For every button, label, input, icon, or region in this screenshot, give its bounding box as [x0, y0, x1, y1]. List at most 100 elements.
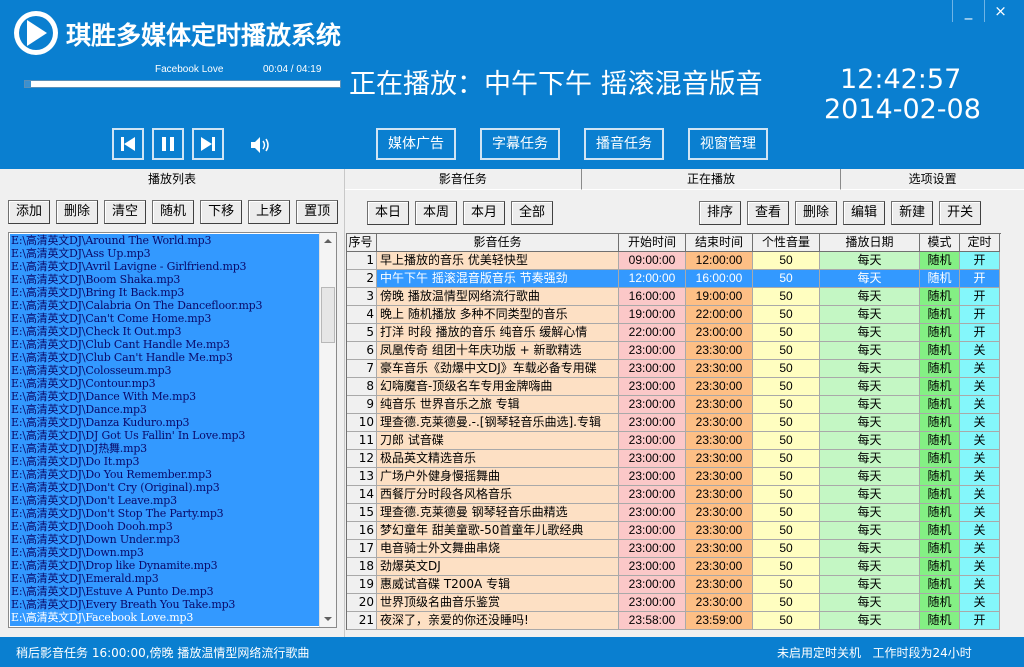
cell-no[interactable]: 6 — [347, 342, 377, 360]
broadcast-tasks-button[interactable]: 播音任务 — [584, 128, 664, 160]
scroll-down-icon[interactable] — [324, 617, 332, 621]
cell-end-time[interactable]: 23:30:00 — [686, 450, 753, 468]
previous-button[interactable] — [112, 128, 144, 160]
cell-no[interactable]: 10 — [347, 414, 377, 432]
cell-mode[interactable]: 随机 — [920, 558, 960, 576]
cell-play-date[interactable]: 每天 — [820, 540, 920, 558]
playlist-item[interactable]: E:\高清英文DJ\Club Cant Handle Me.mp3 — [11, 338, 230, 351]
cell-timer[interactable]: 开 — [960, 252, 1000, 270]
cell-start-time[interactable]: 23:00:00 — [619, 576, 686, 594]
cell-mode[interactable]: 随机 — [920, 450, 960, 468]
cell-play-date[interactable]: 每天 — [820, 558, 920, 576]
cell-no[interactable]: 11 — [347, 432, 377, 450]
cell-timer[interactable]: 关 — [960, 396, 1000, 414]
cell-task[interactable]: 早上播放的音乐 优美轻快型 — [377, 252, 619, 270]
playlist-item[interactable]: E:\高清英文DJ\DJ热舞.mp3 — [11, 442, 147, 455]
playlist-item[interactable]: E:\高清英文DJ\Calabria On The Dancefloor.mp3 — [11, 299, 263, 312]
tab-options[interactable]: 选项设置 — [841, 169, 1024, 190]
cell-timer[interactable]: 关 — [960, 576, 1000, 594]
cell-volume[interactable]: 50 — [753, 522, 820, 540]
next-button[interactable] — [192, 128, 224, 160]
cell-end-time[interactable]: 23:30:00 — [686, 414, 753, 432]
cell-no[interactable]: 7 — [347, 360, 377, 378]
cell-no[interactable]: 3 — [347, 288, 377, 306]
tab-now-playing[interactable]: 正在播放 — [581, 169, 842, 190]
table-row[interactable]: 20 世界顶级名曲音乐鉴赏 23:00:00 23:30:00 50 每天 随机关 — [347, 594, 1001, 612]
table-row[interactable]: 5 打洋 时段 播放的音乐 纯音乐 缓解心情 22:00:00 23:00:00 50 每… — [347, 324, 1001, 342]
cell-no[interactable]: 2 — [347, 270, 377, 288]
playlist-item[interactable]: E:\高清英文DJ\Every Breath You Take.mp3 — [11, 598, 236, 611]
cell-no[interactable]: 12 — [347, 450, 377, 468]
add-button[interactable]: 添加 — [8, 200, 51, 224]
pause-button[interactable] — [152, 128, 184, 160]
cell-end-time[interactable]: 23:30:00 — [686, 396, 753, 414]
cell-timer[interactable]: 关 — [960, 486, 1000, 504]
cell-volume[interactable]: 50 — [753, 414, 820, 432]
cell-no[interactable]: 20 — [347, 594, 377, 612]
table-row[interactable]: 14 西餐厅分时段各风格音乐 23:00:00 23:30:00 50 每天 随机关 — [347, 486, 1001, 504]
cell-start-time[interactable]: 23:00:00 — [619, 540, 686, 558]
col-volume[interactable]: 个性音量 — [753, 234, 820, 252]
col-date[interactable]: 播放日期 — [820, 234, 920, 252]
playlist-item[interactable]: E:\高清英文DJ\Ass Up.mp3 — [11, 247, 151, 260]
cell-volume[interactable]: 50 — [753, 360, 820, 378]
playlist-item[interactable]: E:\高清英文DJ\Club Can't Handle Me.mp3 — [11, 351, 233, 364]
move-down-button[interactable]: 下移 — [200, 200, 243, 224]
cell-end-time[interactable]: 12:00:00 — [686, 252, 753, 270]
table-row[interactable]: 10 理查德.克莱德曼.-.[钢琴轻音乐曲选].专辑 23:00:00 23:30:0… — [347, 414, 1001, 432]
cell-mode[interactable]: 随机 — [920, 396, 960, 414]
cell-task[interactable]: 西餐厅分时段各风格音乐 — [377, 486, 619, 504]
cell-start-time[interactable]: 22:00:00 — [619, 324, 686, 342]
cell-end-time[interactable]: 22:00:00 — [686, 306, 753, 324]
playlist-item[interactable]: E:\高清英文DJ\Do It.mp3 — [11, 455, 140, 468]
move-up-button[interactable]: 上移 — [248, 200, 291, 224]
delete-button[interactable]: 删除 — [56, 200, 99, 224]
cell-play-date[interactable]: 每天 — [820, 378, 920, 396]
playlist-scrollbar[interactable] — [319, 233, 336, 627]
cell-volume[interactable]: 50 — [753, 252, 820, 270]
cell-task[interactable]: 刀郎 试音碟 — [377, 432, 619, 450]
cell-start-time[interactable]: 23:00:00 — [619, 342, 686, 360]
scroll-up-icon[interactable] — [324, 239, 332, 243]
cell-play-date[interactable]: 每天 — [820, 432, 920, 450]
cell-start-time[interactable]: 23:00:00 — [619, 504, 686, 522]
cell-timer[interactable]: 关 — [960, 504, 1000, 522]
cell-play-date[interactable]: 每天 — [820, 522, 920, 540]
cell-start-time[interactable]: 23:00:00 — [619, 432, 686, 450]
cell-play-date[interactable]: 每天 — [820, 306, 920, 324]
minimize-button[interactable]: _ — [952, 0, 984, 22]
cell-mode[interactable]: 随机 — [920, 306, 960, 324]
cell-play-date[interactable]: 每天 — [820, 450, 920, 468]
cell-no[interactable]: 18 — [347, 558, 377, 576]
cell-volume[interactable]: 50 — [753, 540, 820, 558]
table-row[interactable]: 21 夜深了，亲爱的你还没睡吗! 23:58:00 23:59:00 50 每天 随机开 — [347, 612, 1001, 630]
cell-play-date[interactable]: 每天 — [820, 612, 920, 630]
cell-start-time[interactable]: 23:00:00 — [619, 396, 686, 414]
table-row[interactable]: 9 纯音乐 世界音乐之旅 专辑 23:00:00 23:30:00 50 每天 随机关 — [347, 396, 1001, 414]
cell-play-date[interactable]: 每天 — [820, 468, 920, 486]
cell-no[interactable]: 17 — [347, 540, 377, 558]
playlist-item[interactable]: E:\高清英文DJ\Estuve A Punto De.mp3 — [11, 585, 214, 598]
playlist-item[interactable]: E:\高清英文DJ\Dooh Dooh.mp3 — [11, 520, 173, 533]
cell-end-time[interactable]: 23:30:00 — [686, 522, 753, 540]
move-top-button[interactable]: 置顶 — [296, 200, 339, 224]
cell-mode[interactable]: 随机 — [920, 288, 960, 306]
shuffle-button[interactable]: 随机 — [152, 200, 195, 224]
cell-end-time[interactable]: 23:59:00 — [686, 612, 753, 630]
cell-task[interactable]: 理查德.克莱德曼.-.[钢琴轻音乐曲选].专辑 — [377, 414, 619, 432]
cell-volume[interactable]: 50 — [753, 288, 820, 306]
cell-start-time[interactable]: 23:58:00 — [619, 612, 686, 630]
cell-mode[interactable]: 随机 — [920, 414, 960, 432]
cell-task[interactable]: 中午下午 摇滚混音版音乐 节奏强劲 — [377, 270, 619, 288]
playlist-item[interactable]: E:\高清英文DJ\Drop like Dynamite.mp3 — [11, 559, 218, 572]
playlist-item[interactable]: E:\高清英文DJ\Down.mp3 — [11, 546, 144, 559]
table-row[interactable]: 8 幻嗨魔音-顶级名车专用金牌嗨曲 23:00:00 23:30:00 50 每天 随机关 — [347, 378, 1001, 396]
cell-mode[interactable]: 随机 — [920, 360, 960, 378]
cell-task[interactable]: 劲爆英文DJ — [377, 558, 619, 576]
cell-end-time[interactable]: 23:30:00 — [686, 432, 753, 450]
cell-task[interactable]: 梦幻童年 甜美童歌-50首童年儿歌经典 — [377, 522, 619, 540]
cell-play-date[interactable]: 每天 — [820, 324, 920, 342]
cell-timer[interactable]: 开 — [960, 270, 1000, 288]
cell-start-time[interactable]: 23:00:00 — [619, 450, 686, 468]
view-button[interactable]: 查看 — [747, 201, 790, 225]
